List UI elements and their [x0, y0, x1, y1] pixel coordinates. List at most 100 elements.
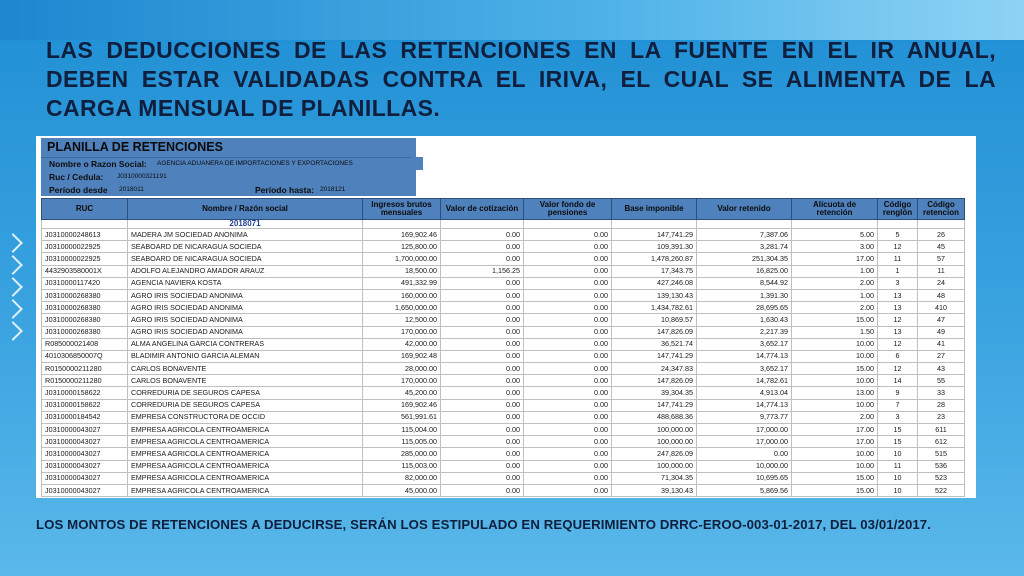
table-cell: EMPRESA AGRICOLA CENTROAMERICA	[127, 422, 363, 437]
period-from-label: Período desde	[49, 185, 108, 195]
table-cell: 14,782.61	[696, 374, 792, 388]
table-cell: 0.00	[440, 288, 524, 303]
table-cell: 14,774.13	[696, 349, 792, 364]
table-cell: 9	[877, 386, 918, 400]
table-row: J0310000043027 EMPRESA AGRICOLA CENTROAME…	[41, 459, 965, 473]
table-cell: 45,000.00	[362, 483, 441, 498]
table-cell: 3	[877, 276, 918, 290]
table-cell: 139,130.43	[611, 288, 697, 303]
table-cell: J0310000043027	[41, 459, 128, 473]
table-cell: 1,700,000.00	[362, 252, 441, 266]
table-cell: 13	[877, 301, 918, 315]
table-cell: J0310000268380	[41, 288, 128, 303]
table-cell: MADERA JM SOCIEDAD ANONIMA	[127, 227, 363, 242]
table-row: J0310000158622 CORREDURIA DE SEGUROS CAPE…	[41, 398, 965, 412]
table-cell: 522	[917, 483, 965, 498]
table-cell: 0.00	[523, 240, 612, 254]
name-value-extension	[411, 157, 423, 170]
table-cell: 1	[877, 264, 918, 278]
table-cell: 1,391.30	[696, 288, 792, 303]
table-cell: 100,000.00	[611, 459, 697, 473]
table-cell: 0.00	[440, 240, 524, 254]
period-subheader-row: 2018071	[41, 219, 965, 229]
table-cell: 12	[877, 240, 918, 254]
table-cell: AGENCIA NAVIERA KOSTA	[127, 276, 363, 290]
table-cell: 14	[877, 374, 918, 388]
table-cell: 147,826.09	[611, 325, 697, 339]
table-row: 4010306850007Q BLADIMIR ANTONIO GARCIA AL…	[41, 349, 965, 364]
table-cell: CORREDURIA DE SEGUROS CAPESA	[127, 386, 363, 400]
table-cell: 169,902.46	[362, 227, 441, 242]
table-cell: 10.00	[791, 337, 878, 351]
period-to-value: 2018121	[320, 186, 346, 193]
chevron-right-icon	[3, 299, 23, 319]
table-cell: 10,000.00	[696, 459, 792, 473]
table-row: 4432903580001X ADOLFO ALEJANDRO AMADOR AR…	[41, 264, 965, 278]
table-cell: J0310000043027	[41, 422, 128, 437]
table-cell: 43	[917, 362, 965, 376]
table-cell: 0.00	[440, 252, 524, 266]
planilla-screenshot: PLANILLA DE RETENCIONES Nombre o Razon S…	[36, 136, 976, 498]
table-cell: CARLOS BONAVENTE	[127, 362, 363, 376]
table-cell: 0.00	[440, 313, 524, 327]
table-cell: 115,004.00	[362, 422, 441, 437]
table-cell: 1,650,000.00	[362, 301, 441, 315]
table-cell: 42,000.00	[362, 337, 441, 351]
table-cell: 15	[877, 422, 918, 437]
table-row: R0150000211280 CARLOS BONAVENTE 170,000.00…	[41, 374, 965, 388]
table-cell: 0.00	[523, 301, 612, 315]
table-cell: 24	[917, 276, 965, 290]
table-cell: 47	[917, 313, 965, 327]
table-cell: 7	[877, 398, 918, 412]
top-gradient-band	[0, 0, 1024, 40]
table-cell: 4010306850007Q	[41, 349, 128, 364]
table-cell: 33	[917, 386, 965, 400]
table-cell: 160,000.00	[362, 288, 441, 303]
table-cell: 2.00	[791, 410, 878, 425]
column-header: Valor fondo de pensiones	[523, 198, 612, 220]
table-cell: 0.00	[440, 301, 524, 315]
table-cell: AGRO IRIS SOCIEDAD ANONIMA	[127, 301, 363, 315]
table-cell: J0310000022925	[41, 252, 128, 266]
table-cell: 0.00	[523, 349, 612, 364]
table-cell: BLADIMIR ANTONIO GARCIA ALEMAN	[127, 349, 363, 364]
table-cell: 561,991.61	[362, 410, 441, 425]
table-cell: EMPRESA AGRICOLA CENTROAMERICA	[127, 483, 363, 498]
table-cell: 170,000.00	[362, 325, 441, 339]
ruc-label: Ruc / Cedula:	[49, 172, 104, 182]
table-cell: J0310000184542	[41, 410, 128, 425]
table-cell: 147,741.29	[611, 227, 697, 242]
name-row: Nombre o Razon Social: AGENCIA ADUANERA …	[41, 158, 416, 171]
table-cell: 1.00	[791, 264, 878, 278]
table-cell: 115,005.00	[362, 435, 441, 449]
table-cell: 0.00	[440, 447, 524, 461]
table-cell: 109,391.30	[611, 240, 697, 254]
table-cell: 82,000.00	[362, 471, 441, 485]
table-cell: 0.00	[440, 471, 524, 485]
table-cell: 3,281.74	[696, 240, 792, 254]
table-cell: 0.00	[523, 386, 612, 400]
table-cell: 10.00	[791, 349, 878, 364]
table-cell: 5,869.56	[696, 483, 792, 498]
column-header: Código retencion	[917, 198, 965, 220]
table-cell: 0.00	[523, 227, 612, 242]
table-cell: 17.00	[791, 435, 878, 449]
ruc-value: J0310000321191	[117, 173, 167, 180]
table-cell: 0.00	[440, 398, 524, 412]
table-cell: 147,741.29	[611, 349, 697, 364]
table-cell: AGRO IRIS SOCIEDAD ANONIMA	[127, 288, 363, 303]
table-cell: 10.00	[791, 374, 878, 388]
table-cell: J0310000158622	[41, 386, 128, 400]
name-label: Nombre o Razon Social:	[49, 159, 147, 169]
table-cell: 5	[877, 227, 918, 242]
table-cell: 3,652.17	[696, 362, 792, 376]
table-cell: 0.00	[440, 459, 524, 473]
table-cell: EMPRESA CONSTRUCTORA DE OCCID	[127, 410, 363, 425]
table-cell: SEABOARD DE NICARAGUA SOCIEDA	[127, 240, 363, 254]
table-cell: 1,434,782.61	[611, 301, 697, 315]
table-cell: R0150000211280	[41, 374, 128, 388]
table-cell: 612	[917, 435, 965, 449]
table-cell: 27	[917, 349, 965, 364]
chevron-right-icon	[3, 255, 23, 275]
table-cell: 39,130.43	[611, 483, 697, 498]
